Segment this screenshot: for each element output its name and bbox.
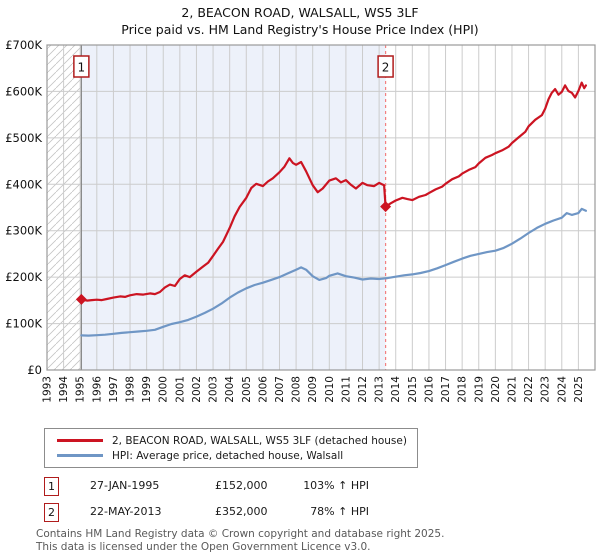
svg-text:1997: 1997 [108, 376, 120, 403]
svg-text:£0: £0 [27, 363, 42, 377]
svg-text:1999: 1999 [141, 376, 153, 403]
svg-text:2005: 2005 [241, 376, 253, 403]
svg-text:2001: 2001 [174, 376, 186, 403]
svg-text:£200K: £200K [5, 270, 42, 284]
svg-text:2018: 2018 [457, 376, 469, 403]
sale-1-price: £152,000 [215, 479, 268, 492]
svg-text:2023: 2023 [540, 376, 552, 403]
sale-1-hpi-delta: 103% ↑ HPI [303, 479, 369, 492]
sale-2-date: 22-MAY-2013 [90, 505, 162, 518]
svg-text:1993: 1993 [42, 376, 54, 403]
svg-text:1994: 1994 [58, 376, 70, 403]
svg-text:2021: 2021 [506, 376, 518, 403]
svg-text:£500K: £500K [5, 131, 42, 145]
svg-text:£100K: £100K [5, 317, 42, 331]
svg-text:2004: 2004 [224, 376, 236, 403]
svg-text:1996: 1996 [91, 376, 103, 403]
svg-text:2020: 2020 [490, 376, 502, 403]
svg-text:2015: 2015 [407, 376, 419, 403]
sale-row-1: 1 27-JAN-1995 £152,000 103% ↑ HPI [44, 477, 384, 497]
footer-line-2: This data is licensed under the Open Gov… [36, 540, 371, 553]
svg-text:2012: 2012 [357, 376, 369, 403]
sale-2-hpi-delta: 78% ↑ HPI [310, 505, 369, 518]
svg-text:£600K: £600K [5, 84, 42, 98]
svg-text:1998: 1998 [125, 376, 137, 403]
svg-text:2014: 2014 [390, 376, 402, 403]
svg-text:2000: 2000 [158, 376, 170, 403]
hpi-line-swatch [57, 454, 103, 457]
svg-text:2011: 2011 [340, 376, 352, 403]
svg-text:2: 2 [382, 61, 390, 75]
svg-text:2009: 2009 [307, 376, 319, 403]
svg-text:2013: 2013 [374, 376, 386, 403]
sale-1-date: 27-JAN-1995 [90, 479, 160, 492]
sale-1-number-badge: 1 [44, 477, 59, 496]
svg-text:2025: 2025 [573, 376, 585, 403]
svg-text:2017: 2017 [440, 376, 452, 403]
sale-row-2: 2 22-MAY-2013 £352,000 78% ↑ HPI [44, 503, 384, 523]
svg-text:2008: 2008 [291, 376, 303, 403]
legend-item-property: 2, BEACON ROAD, WALSALL, WS5 3LF (detach… [53, 435, 409, 447]
license-footer: Contains HM Land Registry data © Crown c… [36, 528, 596, 553]
property-line-swatch [57, 439, 103, 442]
svg-text:2019: 2019 [473, 376, 485, 403]
svg-text:£400K: £400K [5, 177, 42, 191]
footer-line-1: Contains HM Land Registry data © Crown c… [36, 528, 445, 540]
legend-label-hpi: HPI: Average price, detached house, Wals… [112, 449, 344, 462]
svg-text:2006: 2006 [257, 376, 269, 403]
svg-text:2003: 2003 [208, 376, 220, 403]
page-title: 2, BEACON ROAD, WALSALL, WS5 3LF [181, 5, 419, 20]
page-subtitle: Price paid vs. HM Land Registry's House … [121, 22, 479, 37]
svg-text:£700K: £700K [5, 40, 42, 52]
svg-text:1995: 1995 [75, 376, 87, 403]
sale-2-number-badge: 2 [44, 503, 59, 522]
svg-text:2002: 2002 [191, 376, 203, 403]
legend-item-hpi: HPI: Average price, detached house, Wals… [53, 450, 409, 462]
sale-2-price: £352,000 [215, 505, 268, 518]
price-history-chart: 1 2 £0 £100K £200K £300K £400K £500K £600K £700K 1… [5, 40, 596, 403]
svg-text:2010: 2010 [324, 376, 336, 403]
legend-label-property: 2, BEACON ROAD, WALSALL, WS5 3LF (detach… [112, 434, 407, 447]
svg-text:2007: 2007 [274, 376, 286, 403]
svg-text:2022: 2022 [523, 376, 535, 403]
svg-text:2016: 2016 [423, 376, 435, 403]
svg-text:£300K: £300K [5, 224, 42, 238]
svg-text:2024: 2024 [556, 376, 568, 403]
chart-legend: 2, BEACON ROAD, WALSALL, WS5 3LF (detach… [44, 428, 418, 468]
svg-text:1: 1 [78, 61, 86, 75]
